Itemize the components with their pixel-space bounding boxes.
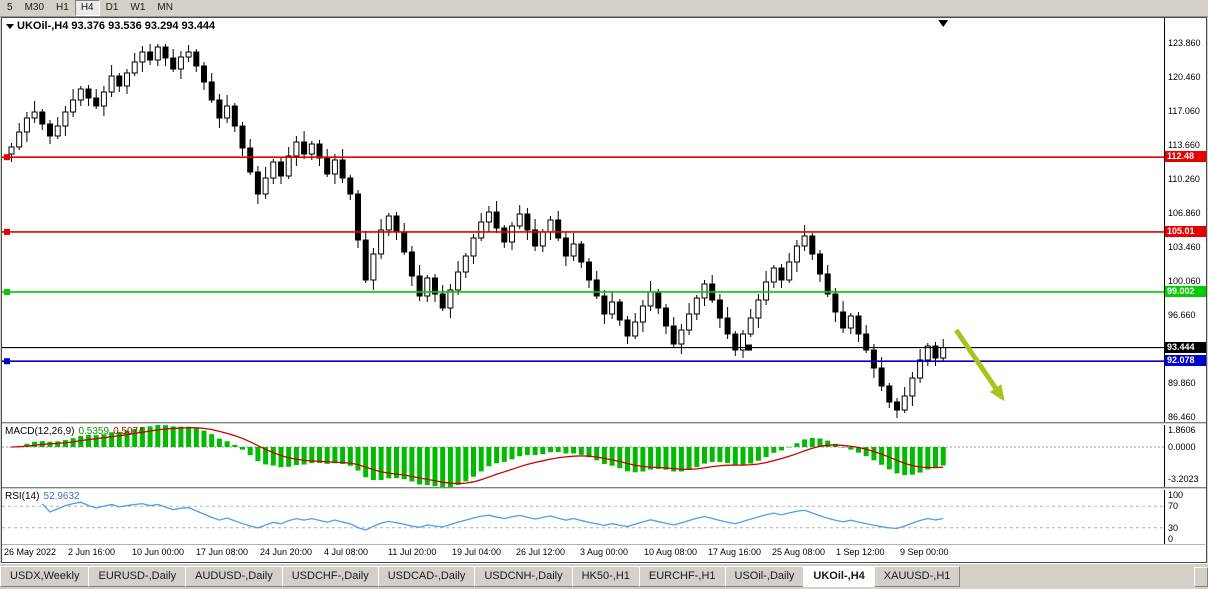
chart-menu-icon[interactable] (6, 24, 14, 29)
macd-scale-label: 0.0000 (1168, 442, 1196, 452)
macd-scale-label: -3.2023 (1168, 474, 1199, 485)
timeframe-button-h1[interactable]: H1 (56, 2, 69, 13)
ohlc-values: 93.376 93.536 93.294 93.444 (71, 20, 216, 32)
price-tag: 93.444 (1165, 341, 1206, 353)
macd-signal-line (11, 427, 944, 485)
macd-panel[interactable]: MACD(12,26,9) 0.5359 0.5074 (2, 425, 1164, 487)
chart-title: UKOil-,H4 93.376 93.536 93.294 93.444 (6, 20, 215, 32)
chart-window: UKOil-,H4 93.376 93.536 93.294 93.444 12… (1, 17, 1207, 563)
tab-usdx-weekly[interactable]: USDX,Weekly (0, 566, 90, 587)
rsi-scale-label: 0 (1168, 534, 1174, 544)
time-axis-label: 4 Jul 08:00 (324, 547, 369, 557)
time-axis-label: 17 Aug 16:00 (708, 547, 762, 557)
macd-main-value: 0.5359 (78, 426, 110, 437)
timeframe-button-w1[interactable]: W1 (130, 2, 146, 13)
timeframe-button-mn[interactable]: MN (157, 2, 173, 13)
rsi-line (41, 501, 944, 531)
macd-signal-value: 0.5074 (113, 426, 144, 437)
time-axis-label: 26 Jul 12:00 (516, 547, 566, 557)
candles (8, 44, 947, 418)
time-axis-label: 24 Jun 20:00 (260, 547, 313, 557)
macd-label: MACD(12,26,9) 0.5359 0.5074 (5, 426, 144, 437)
macd-histogram (9, 425, 946, 487)
chart-shift-marker-icon[interactable] (938, 20, 949, 27)
tab-xauusd-h1[interactable]: XAUUSD-,H1 (873, 566, 961, 587)
price-tick-label: 120.460 (1168, 72, 1201, 83)
time-axis-label: 3 Aug 00:00 (580, 547, 629, 557)
period-toolbar: 5 M30 H1 H4 D1 W1 MN (0, 0, 1208, 17)
macd-scale-label: 1.8606 (1168, 425, 1196, 435)
price-tick-label: 96.660 (1168, 310, 1196, 321)
rsi-scale-label: 70 (1168, 501, 1179, 512)
macd-scale[interactable]: 1.8606 0.0000 -3.2023 (1164, 425, 1206, 487)
time-axis-label: 11 Jul 20:00 (388, 547, 437, 557)
main-chart[interactable]: UKOil-,H4 93.376 93.536 93.294 93.444 (2, 18, 1164, 422)
rsi-scale-label: 100 (1168, 490, 1184, 500)
time-axis-label: 17 Jun 08:00 (196, 547, 249, 557)
time-axis-label: 25 Aug 08:00 (772, 547, 826, 557)
tab-eurusd-daily[interactable]: EURUSD-,Daily (88, 566, 187, 587)
timeframe-button-m30[interactable]: M30 (24, 2, 45, 13)
price-tick-label: 89.860 (1168, 378, 1196, 389)
price-tag: 112.48 (1165, 151, 1206, 163)
price-tick-label: 106.860 (1168, 208, 1201, 219)
price-tick-label: 103.460 (1168, 242, 1201, 253)
time-axis-label: 26 May 2022 (4, 547, 57, 557)
trend-arrow[interactable] (954, 328, 1005, 402)
price-tag: 99.002 (1165, 285, 1206, 297)
rsi-name: RSI(14) (5, 491, 40, 502)
price-tick-label: 113.660 (1168, 140, 1200, 151)
macd-name: MACD(12,26,9) (5, 426, 75, 437)
timeframe-button-d1[interactable]: D1 (105, 2, 119, 13)
price-scale[interactable]: 123.860 120.460 117.060 113.660 110.260 106.8… (1164, 18, 1206, 422)
price-tag: 105.01 (1165, 225, 1206, 237)
timeframe-button-h4[interactable]: H4 (74, 0, 100, 16)
tab-usdchf-daily[interactable]: USDCHF-,Daily (281, 566, 379, 587)
tab-usdcnh-daily[interactable]: USDCNH-,Daily (474, 566, 573, 587)
time-axis-label: 10 Aug 08:00 (644, 547, 698, 557)
price-tick-label: 117.060 (1168, 106, 1200, 117)
time-axis-label: 19 Jul 04:00 (452, 547, 502, 557)
tab-strip-scrollbar[interactable] (1194, 567, 1208, 587)
tab-audusd-daily[interactable]: AUDUSD-,Daily (185, 566, 283, 587)
price-tick-label: 86.460 (1168, 412, 1196, 422)
rsi-panel[interactable]: RSI(14) 52.9632 (2, 490, 1164, 544)
timeframe-button-5[interactable]: 5 (7, 2, 13, 13)
symbol-period-label: UKOil-,H4 (17, 20, 69, 32)
rsi-value: 52.9632 (43, 491, 80, 502)
chart-tab-bar: USDX,Weekly EURUSD-,Daily AUDUSD-,Daily USD… (0, 563, 1208, 587)
rsi-label: RSI(14) 52.9632 (5, 491, 80, 502)
rsi-scale[interactable]: 100 70 30 0 (1164, 490, 1206, 544)
panel-separator[interactable] (2, 422, 1206, 425)
price-tag: 92.078 (1165, 355, 1206, 367)
tab-ukoil-h4[interactable]: UKOil-,H4 (803, 566, 875, 587)
tab-usdcad-daily[interactable]: USDCAD-,Daily (377, 566, 476, 587)
price-tick-label: 100.060 (1168, 276, 1201, 287)
tab-hk50-h1[interactable]: HK50-,H1 (571, 566, 640, 587)
time-axis-label: 1 Sep 12:00 (836, 547, 885, 557)
rsi-scale-label: 30 (1168, 522, 1179, 533)
time-axis[interactable]: 26 May 2022 2 Jun 16:00 10 Jun 00:00 17 Jun… (2, 544, 1205, 561)
price-tick-label: 123.860 (1168, 38, 1201, 49)
panel-separator[interactable] (2, 487, 1206, 490)
time-axis-label: 2 Jun 16:00 (68, 547, 116, 557)
price-tick-label: 110.260 (1168, 174, 1200, 185)
time-axis-label: 9 Sep 00:00 (900, 547, 949, 557)
time-axis-label: 10 Jun 00:00 (132, 547, 185, 557)
tab-eurchf-h1[interactable]: EURCHF-,H1 (638, 566, 726, 587)
tab-usoil-daily[interactable]: USOil-,Daily (724, 566, 805, 587)
